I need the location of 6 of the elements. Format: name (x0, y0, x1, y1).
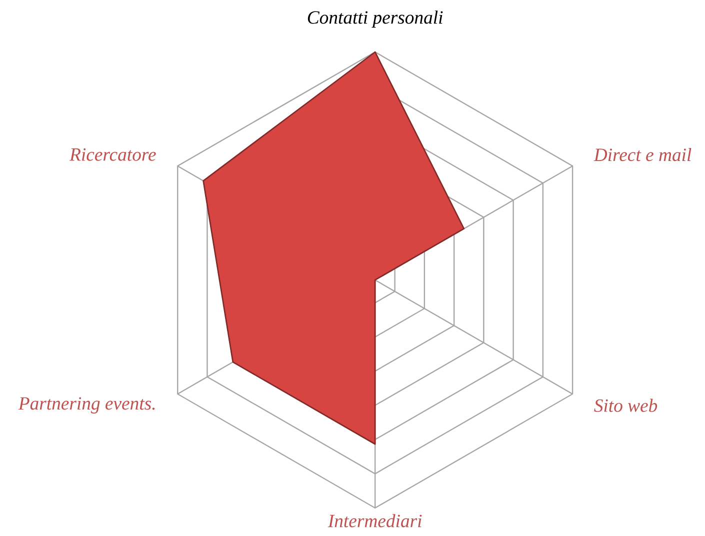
spoke-label: Intermediari (328, 514, 422, 528)
spoke-label: Sito web (594, 398, 658, 412)
spoke-label: Partnering events. (18, 397, 155, 414)
spoke-label: Ricercatore (69, 148, 156, 161)
spoke-label: Contatti personali (308, 10, 443, 28)
spoke-label: Direct e mail (594, 148, 692, 162)
